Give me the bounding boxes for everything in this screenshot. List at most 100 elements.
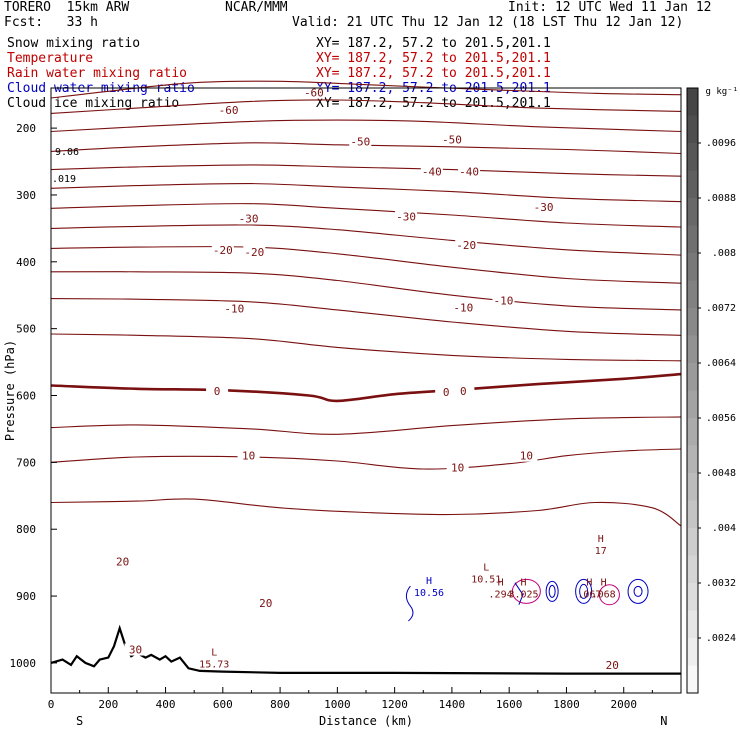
valid-label: Valid: 21 UTC Thu 12 Jan 12 (18 LST Thu …: [292, 15, 684, 30]
field-xy-rain: XY= 187.2, 57.2 to 201.5,201.1: [316, 66, 551, 81]
north-label: N: [660, 714, 667, 728]
x-tick-label: 600: [213, 698, 233, 711]
isotherm-minus10: [50, 298, 682, 336]
temperature-isotherms: [50, 80, 682, 527]
isotherm-label: -30: [239, 212, 259, 225]
extremum-marker: L: [211, 648, 217, 659]
extremum-value: 15.73: [199, 660, 229, 671]
isotherm-label: -20: [244, 246, 264, 259]
colorbar: .0096 .0088 .008 .0072 .0064 .0056 .0048 .004 .0…: [686, 87, 738, 694]
isotherm-label: 0: [460, 385, 467, 398]
center-label: NCAR/MMM: [225, 0, 288, 15]
field-xy-temperature: XY= 187.2, 57.2 to 201.5,201.1: [316, 51, 551, 66]
y-tick-label: 400: [16, 256, 36, 269]
colorbar-swatch: [687, 225, 698, 254]
isotherm-label-bg: [452, 301, 475, 314]
isotherm-label: -40: [459, 166, 479, 179]
colorbar-label: .0064: [706, 358, 736, 369]
colorbar-label: .0088: [706, 193, 736, 204]
init-label: Init: 12 UTC Wed 11 Jan 12: [508, 0, 712, 15]
y-tick-label: 900: [16, 590, 36, 603]
isotherm-label: 0: [214, 385, 221, 398]
isotherm-label: -10: [453, 301, 473, 314]
colorbar-frame: [686, 87, 699, 694]
isotherm-label: -50: [442, 133, 462, 146]
extremum-marker: H: [520, 577, 526, 588]
isotherm-label: 10: [451, 462, 464, 475]
x-tick-label: 1800: [553, 698, 580, 711]
isotherm-label: 20: [116, 555, 129, 568]
isotherm-label: -30: [534, 201, 554, 214]
colorbar-label: .0096: [706, 138, 736, 149]
forecast-label: Fcst: 33 h: [4, 15, 98, 30]
extremum-marker: H: [426, 576, 432, 587]
colorbar-swatch: [687, 610, 698, 639]
x-tick-label: 200: [98, 698, 118, 711]
isotherm-label-bg: [532, 200, 555, 213]
extremum-marker: H: [586, 577, 592, 588]
isotherm-minus5: [50, 333, 682, 362]
x-axis-label: Distance (km): [319, 714, 413, 728]
isotherm-label-bg: [206, 384, 229, 397]
cloud-water-contour-1: [548, 584, 556, 598]
colorbar-swatch: [687, 500, 698, 529]
cloud-water-contour-west: [405, 585, 414, 622]
colorbar-label: .0024: [706, 633, 736, 644]
isotherm-label-bg: [452, 384, 475, 397]
isotherm-label-bg: [440, 133, 463, 146]
cloud-water-contour-3: [579, 583, 589, 599]
colorbar-swatch: [687, 198, 698, 226]
isotherm-label: -10: [494, 295, 514, 308]
isotherm-minus30: [50, 203, 682, 228]
field-xy-snow: XY= 187.2, 57.2 to 201.5,201.1: [316, 36, 551, 51]
field-label-snow: Snow mixing ratio: [7, 36, 141, 51]
colorbar-swatch: [687, 583, 698, 611]
cloud-water-contour-0: [545, 580, 559, 602]
x-tick-label: 0: [48, 698, 55, 711]
isotherm-label-bg: [223, 302, 246, 315]
colorbar-swatch: [687, 445, 698, 474]
isotherm-label: 0: [443, 386, 450, 399]
cloud-water-contour-5: [633, 585, 643, 597]
edge-label: .019: [52, 174, 76, 185]
isotherm-5: [50, 416, 682, 435]
colorbar-swatch: [687, 280, 698, 309]
x-tick-label: 400: [156, 698, 176, 711]
isotherm-label: 30: [129, 644, 142, 657]
y-tick-label: 700: [16, 456, 36, 469]
colorbar-swatch: [687, 308, 698, 336]
y-tick-label: 300: [16, 189, 36, 202]
rain-water-contour-0: [511, 578, 541, 604]
contour-labels: -60 -60 -50 -50 -40 -40 -30 -30 -30 -20 -20 -20 -10 -…: [52, 86, 624, 672]
extremum-marker: H: [498, 577, 504, 588]
colorbar-swatch: [687, 418, 698, 446]
colorbar-label: .0072: [706, 303, 736, 314]
axes: 0 200 400 600 800 1000 1200 1400 1600 1800 2000200…: [3, 122, 667, 728]
isotherm-label-bg: [420, 165, 443, 178]
isotherm-label: -60: [304, 87, 324, 100]
isotherm-label-bg: [349, 135, 372, 148]
isotherm-label-bg: [455, 239, 478, 252]
x-tick-label: 1000: [324, 698, 351, 711]
isotherm-label-bg: [211, 243, 234, 256]
rain-water-contour-1: [598, 584, 620, 606]
y-axis-label: Pressure (hPa): [3, 340, 17, 441]
field-label-rain: Rain water mixing ratio: [7, 66, 188, 81]
extremum-value: 10.56: [414, 588, 444, 599]
colorbar-swatch: [687, 253, 698, 281]
colorbar-label: .004: [712, 523, 736, 534]
isotherm-label-bg: [243, 245, 266, 258]
isotherm-label: 20: [259, 597, 272, 610]
x-tick-label: 1600: [496, 698, 523, 711]
extremum-value: .068: [592, 589, 616, 600]
x-tick-label: 1200: [381, 698, 408, 711]
colorbar-label: .008: [712, 248, 736, 259]
x-tick-label: 1400: [439, 698, 466, 711]
isotherm-label-bg: [446, 461, 469, 474]
isotherm-label-bg: [435, 386, 458, 399]
x-tick-label: 2000: [610, 698, 637, 711]
edge-label: 9.06: [55, 147, 79, 158]
isotherm-minus60: [50, 80, 682, 99]
isotherm-label: 10: [520, 450, 533, 463]
extremum-marker: H: [598, 534, 604, 545]
